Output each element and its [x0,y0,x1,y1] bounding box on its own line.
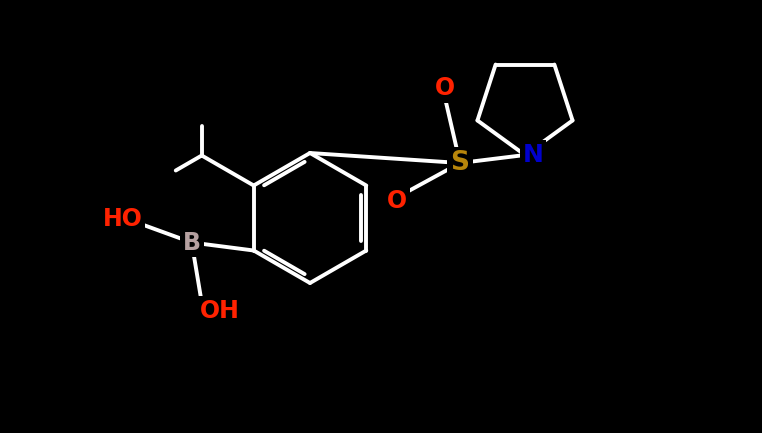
Text: B: B [183,230,200,255]
Text: HO: HO [103,207,142,230]
Text: O: O [435,76,455,100]
Text: N: N [523,143,543,167]
Text: OH: OH [200,298,239,323]
Text: S: S [450,150,469,176]
Text: O: O [387,189,407,213]
